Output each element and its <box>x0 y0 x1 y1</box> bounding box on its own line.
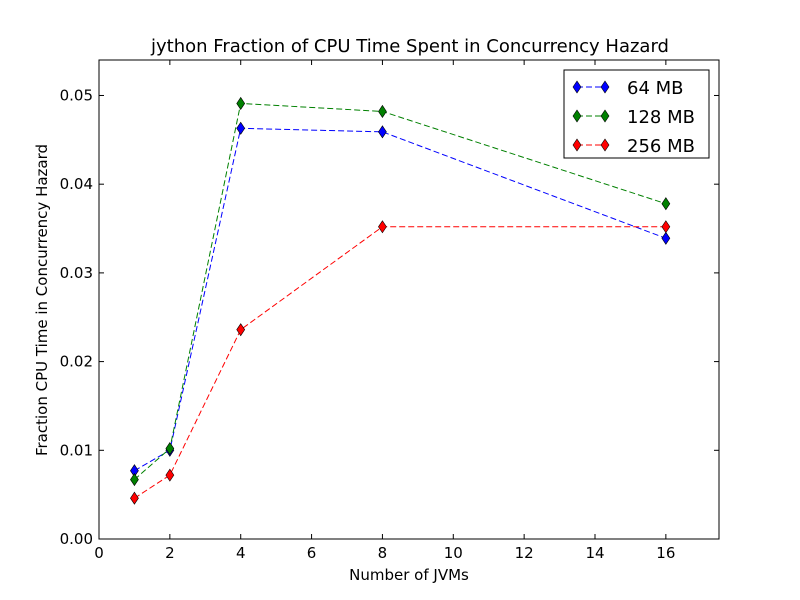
data-point <box>378 125 387 139</box>
data-point <box>236 323 246 337</box>
legend-label: 128 MB <box>627 107 695 128</box>
legend-label: 256 MB <box>627 136 695 157</box>
legend-box <box>563 69 710 159</box>
series-1 <box>130 96 671 487</box>
y-axis: 0.00 0.01 0.02 0.03 0.04 0.05 <box>60 86 719 548</box>
data-point <box>661 197 671 211</box>
chart-title: jython Fraction of CPU Time Spent in Con… <box>150 36 669 57</box>
series-group <box>130 96 671 505</box>
legend-marker <box>572 138 582 152</box>
x-tick-label: 8 <box>378 544 388 562</box>
x-axis-label: Number of JVMs <box>349 566 469 584</box>
data-point <box>661 220 671 234</box>
x-tick-label: 14 <box>585 544 604 562</box>
x-tick-label: 4 <box>236 544 246 562</box>
legend: 64 MB 128 MB 256 MB <box>563 69 710 159</box>
x-tick-label: 16 <box>656 544 675 562</box>
y-tick-label: 0.02 <box>60 353 93 371</box>
legend-marker <box>600 109 610 123</box>
data-point <box>378 104 387 118</box>
x-tick-label: 2 <box>165 544 175 562</box>
legend-marker <box>600 80 610 94</box>
x-tick-label: 0 <box>94 544 104 562</box>
x-tick-label: 12 <box>515 544 534 562</box>
y-tick-label: 0.01 <box>60 441 93 459</box>
data-point <box>236 96 246 111</box>
data-point <box>165 468 175 482</box>
legend-marker <box>572 80 582 94</box>
x-tick-label: 6 <box>307 544 317 562</box>
legend-label: 64 MB <box>627 78 684 99</box>
y-tick-label: 0.05 <box>60 86 93 104</box>
data-point <box>130 491 139 505</box>
series-2 <box>130 220 671 505</box>
data-point <box>661 231 671 245</box>
y-tick-label: 0.04 <box>60 175 93 193</box>
x-axis: 0 2 4 6 8 10 12 14 16 <box>94 60 675 562</box>
y-tick-label: 0.03 <box>60 264 93 282</box>
series-line <box>134 226 666 499</box>
data-point <box>165 441 175 456</box>
y-tick-label: 0.00 <box>60 530 93 548</box>
data-point <box>236 121 246 135</box>
y-axis-label: Fraction CPU Time in Concurrency Hazard <box>33 144 51 456</box>
data-point <box>130 473 139 487</box>
x-tick-label: 10 <box>444 544 463 562</box>
series-0 <box>130 121 671 478</box>
data-point <box>378 220 387 234</box>
legend-marker <box>572 109 582 123</box>
legend-marker <box>600 138 610 152</box>
